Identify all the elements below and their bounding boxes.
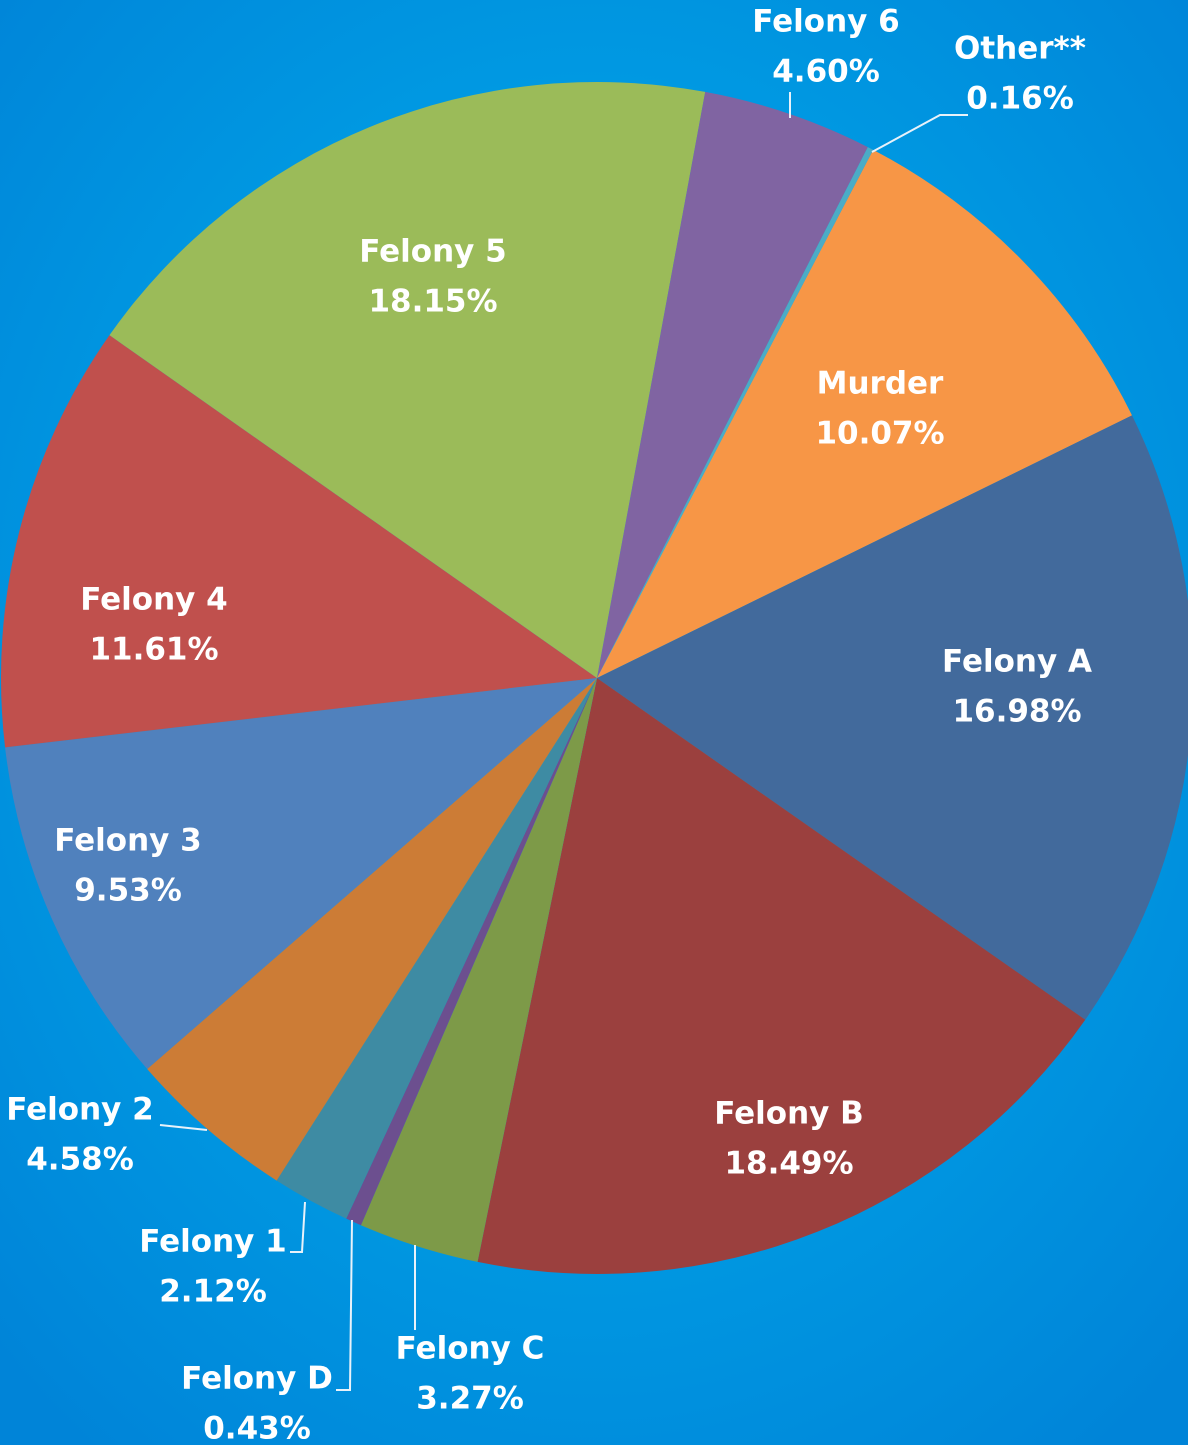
- pie-slice: [147, 678, 597, 1181]
- slice-label: Murder: [817, 366, 944, 402]
- pie-slice: [597, 147, 874, 678]
- pie-slice: [5, 678, 598, 1069]
- slice-value-label: 18.15%: [368, 284, 497, 320]
- slice-value-label: 4.60%: [772, 54, 880, 90]
- slice-label: Felony D: [181, 1361, 333, 1397]
- slice-value-label: 0.43%: [203, 1411, 311, 1445]
- slice-value-label: 2.12%: [159, 1274, 267, 1310]
- pie-slice: [597, 91, 868, 679]
- slice-value-label: 10.07%: [815, 416, 944, 452]
- slice-label: Felony 1: [139, 1224, 287, 1260]
- slice-label: Felony C: [396, 1331, 545, 1367]
- pie-slice: [276, 678, 597, 1219]
- slice-value-label: 9.53%: [74, 873, 182, 909]
- slice-value-label: 18.49%: [724, 1146, 853, 1182]
- pie-slice: [1, 335, 598, 748]
- slice-value-label: 0.16%: [966, 81, 1074, 117]
- leader-line: [336, 1219, 353, 1391]
- pie-slice: [346, 678, 597, 1226]
- leader-line: [159, 1124, 208, 1131]
- slice-label: Felony 4: [80, 582, 228, 618]
- slice-value-label: 3.27%: [416, 1381, 524, 1417]
- pie-slice: [597, 415, 1188, 1020]
- leader-line: [290, 1201, 306, 1253]
- pie-slice: [597, 149, 1133, 679]
- slice-value-label: 11.61%: [89, 632, 218, 668]
- pie-slice: [477, 678, 1086, 1274]
- leader-line: [871, 114, 968, 153]
- slice-label: Felony A: [942, 644, 1092, 680]
- slice-label: Felony 3: [54, 823, 202, 859]
- slice-label: Felony 2: [6, 1092, 154, 1128]
- slice-value-label: 4.58%: [26, 1142, 134, 1178]
- slice-label: Other**: [954, 31, 1086, 67]
- slice-label: Felony B: [714, 1096, 864, 1132]
- slice-label: Felony 6: [752, 4, 900, 40]
- slice-label: Felony 5: [359, 234, 507, 270]
- slice-value-label: 16.98%: [952, 694, 1081, 730]
- pie-slice: [109, 81, 706, 678]
- pie-slice: [360, 678, 597, 1262]
